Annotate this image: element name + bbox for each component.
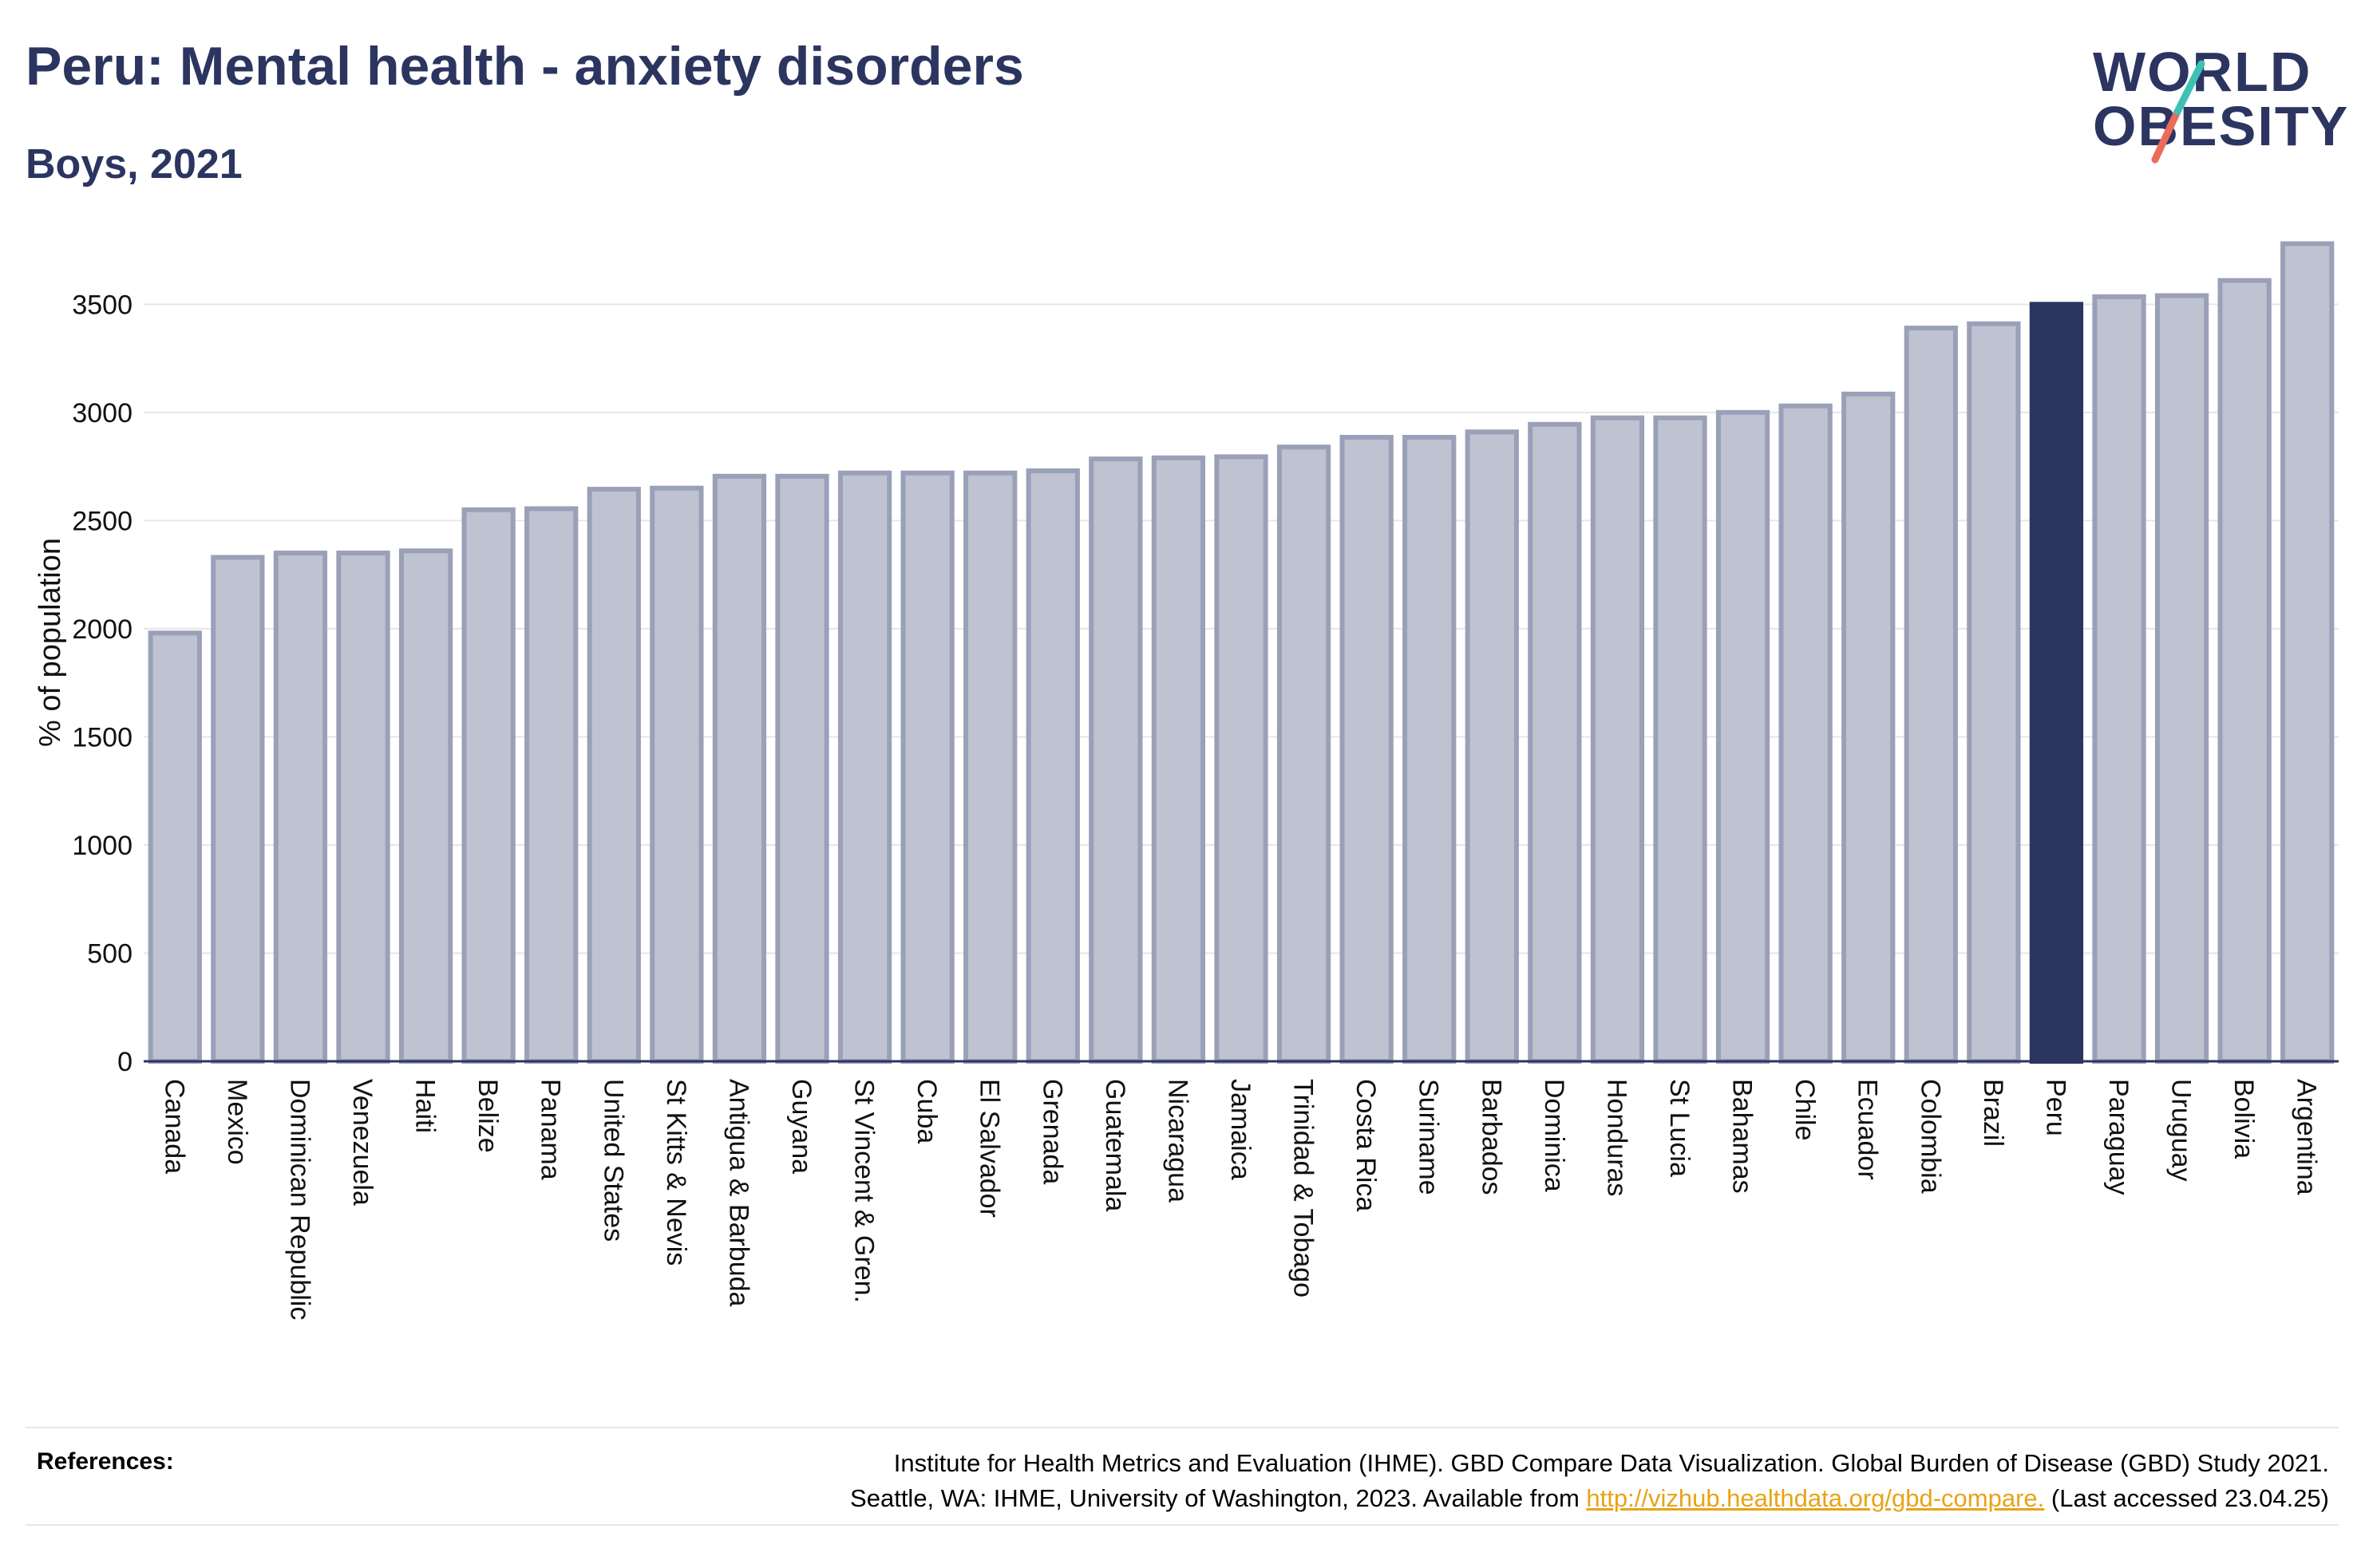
x-tick-label: Barbados	[1476, 1079, 1506, 1195]
bar-belize	[461, 507, 516, 1064]
bar-st-vincent-gren-	[837, 470, 892, 1064]
chart-title: Peru: Mental health - anxiety disorders	[26, 36, 1024, 97]
y-axis-label: % of population	[34, 538, 67, 747]
x-tick-label: Belize	[473, 1079, 503, 1153]
y-tick-label: 1500	[72, 722, 132, 752]
bar-guyana	[775, 473, 829, 1064]
references-divider-top	[26, 1427, 2339, 1428]
bar-dominican-republic	[273, 551, 328, 1064]
logo-slash-icon	[2151, 60, 2205, 164]
logo-line-2: OBESITY	[2093, 95, 2350, 157]
bar-barbados	[1465, 429, 1519, 1064]
references-divider-bottom	[26, 1524, 2339, 1526]
bar-el-salvador	[963, 470, 1018, 1064]
bar-paraguay	[2092, 294, 2146, 1064]
bars	[148, 241, 2335, 1064]
bar-costa-rica	[1339, 435, 1394, 1064]
x-tick-label: Venezuela	[347, 1079, 378, 1206]
references-label: References:	[37, 1448, 174, 1475]
reference-link[interactable]: http://vizhub.healthdata.org/gbd-compare…	[1586, 1484, 2045, 1512]
x-tick-label: Paraguay	[2103, 1079, 2134, 1195]
x-tick-label: Colombia	[1915, 1079, 1945, 1194]
x-tick-label: Haiti	[410, 1079, 441, 1133]
reference-line-2: Seattle, WA: IHME, University of Washing…	[850, 1481, 2329, 1516]
y-tick-label: 3000	[72, 398, 132, 429]
x-tick-label: Suriname	[1414, 1079, 1444, 1195]
chart-subtitle: Boys, 2021	[26, 141, 243, 188]
bar-bolivia	[2217, 278, 2272, 1064]
x-tick-label: St Lucia	[1664, 1079, 1695, 1177]
y-tick-label: 1000	[72, 831, 132, 861]
bar-trinidad-tobago	[1276, 444, 1331, 1064]
bar-st-lucia	[1653, 415, 1707, 1064]
bar-cuba	[900, 470, 955, 1064]
reference-line-2-suffix: (Last accessed 23.04.25)	[2044, 1484, 2329, 1512]
bar-panama	[524, 506, 579, 1064]
bar-haiti	[398, 548, 453, 1064]
x-tick-label: Argentina	[2292, 1079, 2322, 1195]
bar-guatemala	[1089, 456, 1143, 1064]
x-tick-label: Antigua & Barbuda	[723, 1079, 753, 1307]
bar-st-kitts-nevis	[650, 485, 704, 1064]
x-tick-label: Honduras	[1601, 1079, 1631, 1196]
x-tick-label: Mexico	[222, 1079, 252, 1165]
bar-dominica	[1528, 421, 1582, 1064]
bar-chart: 0 500 1000 1500 2000 2500 3000 3500 Canada Mexic…	[34, 241, 2339, 1320]
x-tick-label: Canada	[159, 1079, 189, 1174]
bar-venezuela	[336, 551, 390, 1064]
y-tick-label: 3500	[72, 290, 132, 320]
x-tick-label: Uruguay	[2166, 1079, 2197, 1182]
x-tick-label: Dominican Republic	[284, 1079, 314, 1320]
logo-line-1: WORLD	[2093, 41, 2312, 103]
bar-peru	[2029, 302, 2084, 1064]
x-tick-label: Peru	[2040, 1079, 2070, 1136]
y-tick-label: 2000	[72, 614, 132, 645]
x-tick-label: St Kitts & Nevis	[661, 1079, 691, 1266]
y-tick-label: 0	[117, 1047, 132, 1077]
bar-jamaica	[1214, 454, 1268, 1064]
bar-mexico	[211, 555, 265, 1064]
x-tick-label: Brazil	[1978, 1079, 2008, 1147]
reference-line-2-prefix: Seattle, WA: IHME, University of Washing…	[850, 1484, 1587, 1512]
x-tick-label: Guatemala	[1100, 1079, 1130, 1211]
bar-ecuador	[1841, 391, 1896, 1064]
x-tick-label: Jamaica	[1225, 1079, 1256, 1180]
x-tick-label: Dominica	[1539, 1079, 1569, 1192]
references-text: Institute for Health Metrics and Evaluat…	[850, 1446, 2329, 1516]
x-tick-label: Ecuador	[1853, 1079, 1883, 1180]
bar-antigua-barbuda	[712, 473, 767, 1064]
bar-brazil	[1967, 321, 2021, 1064]
bar-colombia	[1904, 326, 1958, 1064]
x-tick-label: Guyana	[786, 1079, 817, 1174]
bar-suriname	[1402, 435, 1457, 1064]
reference-line-1: Institute for Health Metrics and Evaluat…	[893, 1449, 2329, 1477]
bar-argentina	[2280, 241, 2335, 1064]
x-tick-label: Trinidad & Tobago	[1288, 1079, 1319, 1297]
x-tick-label: El Salvador	[975, 1079, 1005, 1218]
x-tick-label: Cuba	[912, 1079, 942, 1143]
x-tick-label: Bahamas	[1727, 1079, 1758, 1194]
x-tick-label: St Vincent & Gren.	[849, 1079, 880, 1303]
x-tick-label: Chile	[1790, 1079, 1820, 1140]
bar-honduras	[1590, 415, 1645, 1064]
y-tick-label: 2500	[72, 506, 132, 536]
bar-grenada	[1026, 468, 1080, 1064]
x-tick-label: Grenada	[1037, 1079, 1067, 1184]
y-tick-label: 500	[87, 938, 132, 969]
bar-bahamas	[1715, 409, 1770, 1064]
bar-united-states	[587, 487, 641, 1064]
bar-chile	[1778, 403, 1833, 1064]
x-axis-labels: Canada Mexico Dominican Republic Venezuela H…	[159, 1079, 2321, 1320]
y-axis-ticks: 0 500 1000 1500 2000 2500 3000 3500	[72, 290, 132, 1077]
x-tick-label: Panama	[536, 1079, 566, 1180]
bar-canada	[148, 630, 202, 1064]
world-obesity-logo: WORLD OBESITY	[2075, 24, 2347, 176]
bar-nicaragua	[1151, 455, 1206, 1064]
x-tick-label: Bolivia	[2229, 1079, 2259, 1159]
x-tick-label: Nicaragua	[1162, 1079, 1192, 1203]
x-tick-label: Costa Rica	[1351, 1079, 1381, 1211]
x-tick-label: United States	[598, 1079, 628, 1242]
bar-uruguay	[2154, 293, 2209, 1064]
